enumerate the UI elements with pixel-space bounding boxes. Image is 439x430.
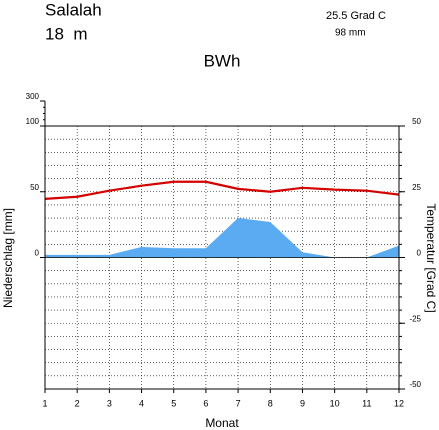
x-tick-label: 8 xyxy=(268,398,273,408)
mean-temperature: 25.5 Grad C xyxy=(326,10,386,22)
elevation: 18 m xyxy=(45,24,88,43)
chart-title: Salalah xyxy=(45,0,102,19)
x-tick-label: 2 xyxy=(75,398,80,408)
y-tick-label: 100 xyxy=(26,117,40,126)
x-tick-label: 6 xyxy=(203,398,208,408)
y-tick-label: 0 xyxy=(35,249,40,258)
y-axis-label: Niederschlag [mm] xyxy=(1,208,15,308)
precipitation-area xyxy=(45,218,399,258)
x-tick-label: 12 xyxy=(394,398,404,408)
x-tick-label: 9 xyxy=(300,398,305,408)
temperature-line xyxy=(44,180,400,200)
x-tick-label: 4 xyxy=(139,398,144,408)
x-tick-label: 10 xyxy=(330,398,340,408)
y2-axis-label: Temperatur [Grad C] xyxy=(424,203,438,312)
y2-tick-label: -50 xyxy=(409,380,421,389)
y-tick-label: 300 xyxy=(26,92,40,101)
y2-tick-label: 0 xyxy=(417,249,422,258)
y-tick-label: 50 xyxy=(30,183,39,192)
x-tick-label: 5 xyxy=(171,398,176,408)
y2-tick-label: 50 xyxy=(412,117,421,126)
x-axis-label: Monat xyxy=(205,416,239,430)
climate-class: BWh xyxy=(204,51,241,70)
x-tick-label: 1 xyxy=(42,398,47,408)
x-tick-label: 3 xyxy=(107,398,112,408)
y2-tick-label: 25 xyxy=(412,183,421,192)
x-tick-label: 7 xyxy=(236,398,241,408)
y2-tick-label: -25 xyxy=(409,314,421,323)
x-tick-label: 11 xyxy=(362,398,371,408)
annual-precipitation: 98 mm xyxy=(335,28,366,39)
